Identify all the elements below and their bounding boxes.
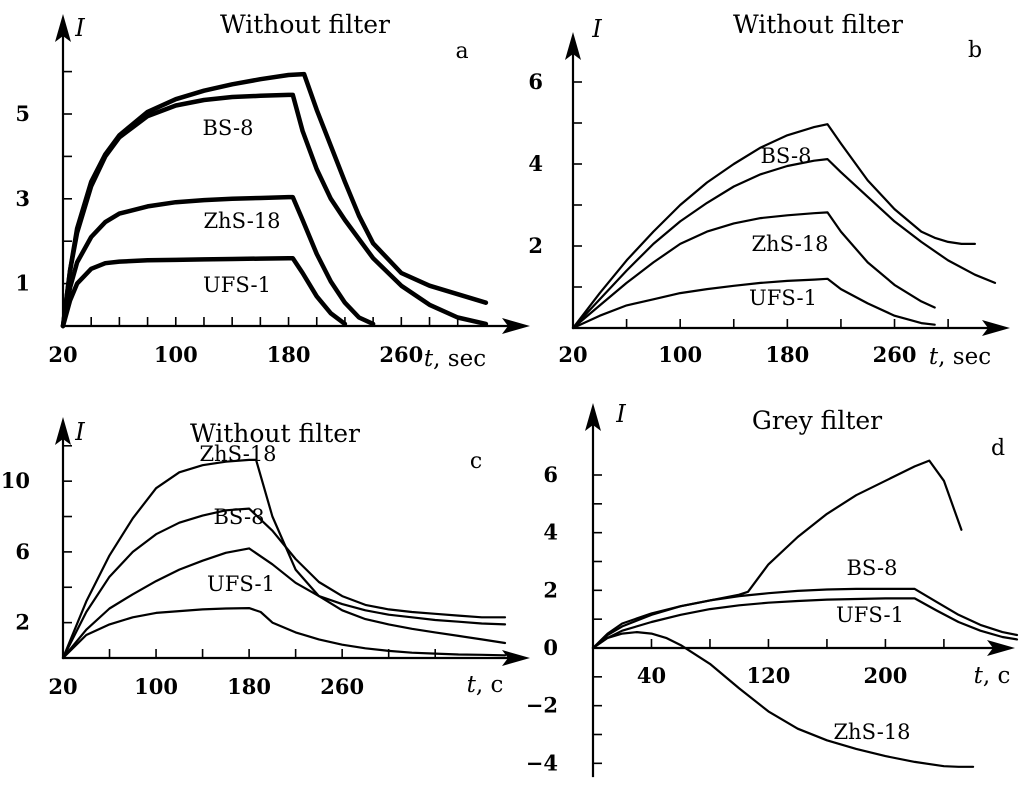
y-tick-label: 10 bbox=[1, 468, 30, 493]
chart-panel-a: 1 3 5 20 100 180 260 BS-8 ZhS-18 UFS-1 Without fil… bbox=[15, 10, 530, 372]
y-tick-label: 2 bbox=[15, 610, 30, 635]
series-line-zhs-18 bbox=[571, 211, 936, 330]
y-axis-arrow bbox=[55, 417, 71, 445]
x-tick-label: 260 bbox=[873, 342, 917, 367]
x-axis-arrow bbox=[502, 318, 530, 334]
chart-panel-b: 2 4 6 20 100 180 260 BS-8 ZhS-18 UFS-1 Without fil… bbox=[528, 10, 1010, 370]
series-line-unlabeled-0 bbox=[61, 458, 507, 660]
y-axis-label: I bbox=[615, 400, 626, 428]
series-line-unlabeled-0 bbox=[571, 123, 976, 330]
series-line-unlabeled-1 bbox=[591, 587, 1019, 650]
curve-label: UFS-1 bbox=[749, 286, 817, 310]
x-axis-arrow bbox=[987, 640, 1015, 656]
panel-title: Without filter bbox=[220, 10, 390, 39]
x-tick-label: 180 bbox=[227, 674, 271, 699]
panel-letter: d bbox=[991, 436, 1005, 461]
y-tick-label: 5 bbox=[15, 101, 30, 126]
y-tick-label: 6 bbox=[15, 539, 30, 564]
panel-letter: a bbox=[455, 39, 468, 64]
x-axis-arrow bbox=[502, 650, 530, 666]
y-axis-label: I bbox=[591, 15, 602, 43]
x-axis-variable: t bbox=[929, 344, 939, 370]
series-line-ufs-1 bbox=[591, 597, 1019, 650]
y-tick-label: 1 bbox=[15, 271, 30, 296]
x-tick-label: 180 bbox=[765, 342, 809, 367]
y-tick-label: −2 bbox=[526, 693, 558, 718]
curve-label: UFS-1 bbox=[203, 273, 271, 297]
series-line-ufs-1 bbox=[60, 255, 348, 329]
y-axis-arrow bbox=[585, 403, 601, 431]
x-axis-label: t, sec bbox=[424, 346, 486, 372]
series-line-unlabeled-0 bbox=[60, 71, 489, 329]
curve-label: BS-8 bbox=[760, 144, 811, 168]
y-tick-label: 6 bbox=[528, 69, 543, 94]
x-tick-label: 100 bbox=[658, 342, 702, 367]
x-tick-label: 20 bbox=[48, 342, 77, 367]
x-axis-label: t, sec bbox=[929, 344, 991, 370]
y-tick-label: 3 bbox=[15, 186, 30, 211]
x-tick-label: 200 bbox=[863, 663, 907, 688]
x-tick-label: 180 bbox=[267, 342, 311, 367]
y-axis-label: I bbox=[74, 418, 85, 446]
series-line-zhs-18 bbox=[591, 631, 975, 768]
x-axis-unit: , sec bbox=[433, 346, 486, 372]
x-tick-label: 260 bbox=[320, 674, 364, 699]
curve-label: ZhS-18 bbox=[203, 209, 280, 233]
x-axis-variable: t bbox=[424, 346, 434, 372]
curve-label: UFS-1 bbox=[207, 572, 275, 596]
x-axis-variable: t bbox=[467, 672, 477, 698]
x-tick-label: 260 bbox=[379, 342, 423, 367]
x-tick-label: 20 bbox=[558, 342, 587, 367]
panel-title: Grey filter bbox=[752, 406, 882, 435]
chart-panel-c: 2 6 10 20 100 180 260 ZhS-18 BS-8 UFS-1 Without fi… bbox=[1, 417, 530, 699]
y-tick-label: −4 bbox=[526, 750, 558, 775]
series-line-ufs-1 bbox=[61, 607, 507, 660]
x-tick-label: 100 bbox=[154, 342, 198, 367]
chart-panel-d: 6 4 2 0 −2 −4 40 120 200 BS-8 UFS-1 ZhS-18 Grey filt… bbox=[526, 400, 1019, 778]
x-tick-label: 120 bbox=[747, 663, 791, 688]
x-tick-label: 40 bbox=[637, 663, 666, 688]
y-axis-label: I bbox=[74, 14, 85, 42]
y-tick-label: 0 bbox=[543, 635, 558, 660]
x-axis-label: t, c bbox=[974, 663, 1011, 689]
panel-letter: c bbox=[470, 449, 482, 474]
x-axis-label: t, c bbox=[467, 672, 504, 698]
curve-label: BS-8 bbox=[846, 556, 897, 580]
curve-label: ZhS-18 bbox=[751, 232, 828, 256]
series-line-bs-8 bbox=[60, 92, 489, 329]
series-line-bs-8 bbox=[591, 459, 963, 650]
curve-label: UFS-1 bbox=[836, 603, 904, 627]
y-tick-label: 2 bbox=[528, 233, 543, 258]
x-axis-variable: t bbox=[974, 663, 984, 689]
panel-title: Without filter bbox=[733, 10, 903, 39]
x-axis-unit: , c bbox=[983, 663, 1011, 689]
series-line-zhs-18 bbox=[61, 507, 507, 660]
curve-label: BS-8 bbox=[202, 116, 253, 140]
y-tick-label: 4 bbox=[528, 151, 543, 176]
x-axis-unit: , sec bbox=[938, 344, 991, 370]
y-tick-label: 6 bbox=[543, 462, 558, 487]
curve-label: BS-8 bbox=[213, 505, 264, 529]
panel-letter: b bbox=[968, 38, 982, 63]
x-tick-label: 20 bbox=[48, 674, 77, 699]
x-axis-arrow bbox=[982, 320, 1010, 336]
y-axis-arrow bbox=[565, 32, 581, 60]
series-line-zhs-18 bbox=[60, 194, 376, 329]
y-tick-label: 2 bbox=[543, 577, 558, 602]
x-axis-unit: , c bbox=[476, 672, 504, 698]
y-axis-arrow bbox=[55, 14, 71, 42]
series-line-ufs-1 bbox=[571, 277, 936, 330]
curve-label: ZhS-18 bbox=[833, 720, 910, 744]
series-line-bs-8 bbox=[571, 158, 997, 330]
panel-title: Without filter bbox=[190, 419, 360, 448]
x-tick-label: 100 bbox=[134, 674, 178, 699]
series-line-bs-8 bbox=[61, 547, 507, 660]
y-tick-label: 4 bbox=[543, 520, 558, 545]
curve-label: ZhS-18 bbox=[199, 442, 276, 466]
